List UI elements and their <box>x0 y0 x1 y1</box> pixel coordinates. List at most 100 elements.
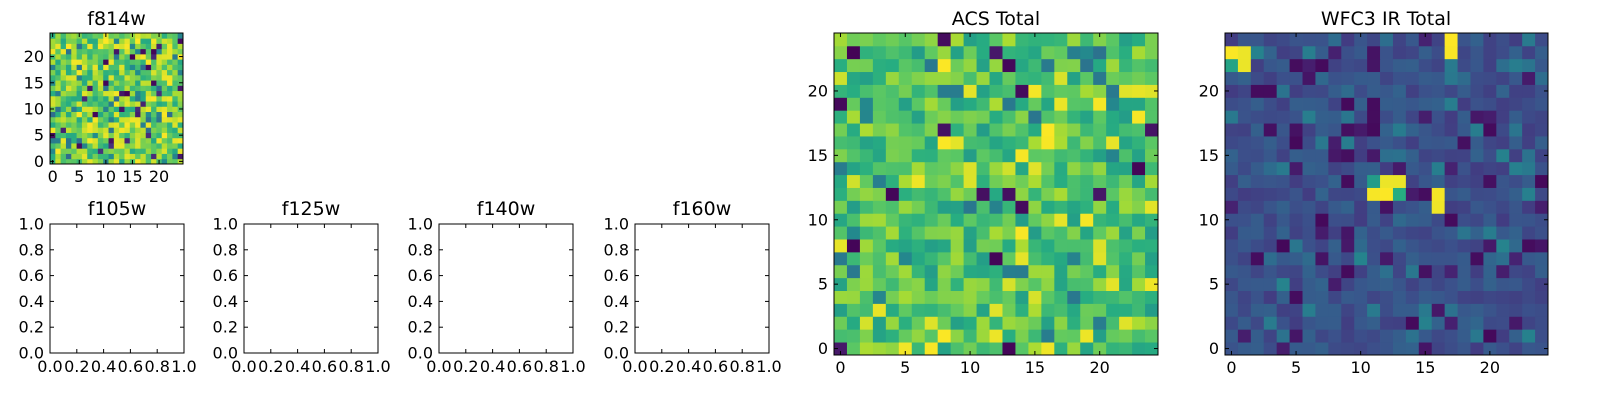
wfc3-ir-total-cell <box>1263 136 1278 150</box>
acs-total-cell <box>859 303 874 317</box>
wfc3-ir-total-cell <box>1341 213 1355 227</box>
f814w-cell <box>103 59 109 65</box>
acs-total-cell <box>1041 161 1055 176</box>
acs-total-cell <box>898 277 913 291</box>
f814w-cell <box>124 33 131 39</box>
acs-total-cell <box>846 290 861 304</box>
wfc3-ir-total-cell <box>1470 251 1484 266</box>
f814w-cell <box>92 33 99 39</box>
acs-total-cell <box>1080 84 1094 98</box>
f814w-cell <box>103 64 109 71</box>
acs-total-cell <box>1067 290 1081 304</box>
acs-total-cell <box>1080 123 1094 137</box>
wfc3-ir-total-cell <box>1276 136 1290 150</box>
acs-total-cell <box>872 264 887 279</box>
wfc3-ir-total-cell <box>1263 251 1278 266</box>
wfc3-ir-total-cell <box>1302 110 1316 124</box>
f814w-cell <box>135 148 141 154</box>
acs-total-cell <box>872 316 887 330</box>
acs-total-cell <box>834 239 848 253</box>
f814w-cell <box>167 148 173 154</box>
f814w-cell <box>60 116 67 123</box>
acs-total-cell <box>1067 239 1081 253</box>
f814w-cell <box>124 38 131 44</box>
acs-total-cell <box>1106 161 1120 176</box>
f814w-cell <box>87 106 93 112</box>
f814w-cell <box>108 116 115 123</box>
f140w-ytick-label: 0.6 <box>408 266 433 285</box>
f160w-ytick-label: 0.4 <box>604 292 629 311</box>
acs-total-cell <box>834 123 848 137</box>
wfc3-ir-total-cell <box>1250 84 1265 98</box>
f814w-cell <box>87 43 93 50</box>
acs-total-cell <box>1119 33 1133 47</box>
acs-total-cell <box>1041 200 1055 214</box>
axes-frame-f105w <box>49 223 185 354</box>
f814w-cell <box>177 59 184 65</box>
f814w-cell <box>145 143 152 149</box>
f814w-cell <box>135 95 141 102</box>
acs-total-cell <box>937 97 952 111</box>
f814w-cell <box>129 137 136 144</box>
acs-total-cell <box>1002 239 1016 253</box>
acs-total-cell <box>1015 226 1029 240</box>
acs-total-cell <box>1106 33 1120 47</box>
wfc3-ir-total-cell <box>1522 58 1536 73</box>
f814w-cell <box>167 153 173 160</box>
wfc3-ir-total-cell <box>1328 97 1342 111</box>
acs-total-cell <box>1054 226 1068 240</box>
f814w-cell <box>135 53 141 60</box>
wfc3-ir-total-cell <box>1470 148 1484 163</box>
acs-total-cell <box>1015 174 1029 188</box>
f814w-cell <box>103 132 109 139</box>
acs-total-cell <box>1015 213 1029 227</box>
acs-total-cell <box>963 84 977 98</box>
f814w-cell <box>92 64 99 71</box>
acs-total-cell <box>846 71 861 85</box>
acs-total-cell <box>1054 136 1068 150</box>
acs-total-cell <box>1067 264 1081 279</box>
acs-total-cell <box>1028 84 1042 98</box>
f814w-cell <box>60 95 67 102</box>
f814w-cell <box>172 95 179 102</box>
acs-total-cell <box>1015 251 1029 266</box>
f814w-cell <box>71 101 77 107</box>
wfc3-ir-total-cell <box>1470 213 1484 227</box>
wfc3-ir-total-cell <box>1328 84 1342 98</box>
acs-total-cell <box>1054 290 1068 304</box>
wfc3-ir-total-cell <box>1367 148 1381 163</box>
wfc3-ir-total-cell <box>1522 329 1536 343</box>
acs-total-cell <box>1145 264 1159 279</box>
acs-total-cell <box>846 97 861 111</box>
acs-total-cell <box>1106 97 1120 111</box>
wfc3-ir-total-cell <box>1276 290 1290 304</box>
wfc3-ir-total-cell <box>1315 58 1329 73</box>
acs-total-cell <box>1093 264 1107 279</box>
acs-total-cell <box>872 58 887 73</box>
acs-total-cell <box>950 136 964 150</box>
wfc3-ir-total-cell <box>1380 161 1394 176</box>
wfc3-ir-total-cell <box>1457 136 1471 150</box>
f814w-cell <box>167 38 173 44</box>
acs-total-cell <box>898 174 913 188</box>
wfc3-ir-total-cell <box>1444 277 1458 291</box>
f814w-cell <box>55 38 62 44</box>
f814w-cell <box>92 143 99 149</box>
wfc3-ir-total-cell <box>1354 161 1368 176</box>
acs-total-cell <box>1067 84 1081 98</box>
wfc3-ir-total-cell <box>1276 45 1290 60</box>
f814w-cell <box>145 122 152 128</box>
f814w-cell <box>167 80 173 86</box>
wfc3-ir-total-cell <box>1431 251 1446 266</box>
wfc3-ir-total-cell <box>1354 226 1368 240</box>
acs-total-cell <box>1067 58 1081 73</box>
acs-total-cell <box>1054 187 1068 201</box>
acs-total-cell <box>846 264 861 279</box>
f814w-cell <box>55 101 62 107</box>
wfc3-ir-total-cell <box>1457 71 1471 85</box>
f814w-cell <box>177 74 184 81</box>
wfc3-ir-total-cell <box>1380 329 1394 343</box>
wfc3-ir-total-cell <box>1367 110 1381 124</box>
acs-total-cell <box>859 123 874 137</box>
f814w-cell <box>140 132 147 139</box>
